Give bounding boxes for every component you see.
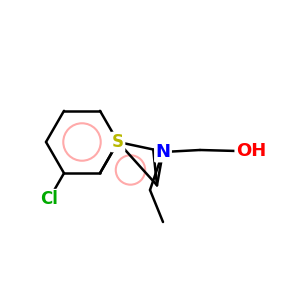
Text: OH: OH	[236, 142, 266, 160]
Text: S: S	[112, 133, 124, 151]
Text: Cl: Cl	[40, 190, 58, 208]
Text: N: N	[155, 143, 170, 161]
